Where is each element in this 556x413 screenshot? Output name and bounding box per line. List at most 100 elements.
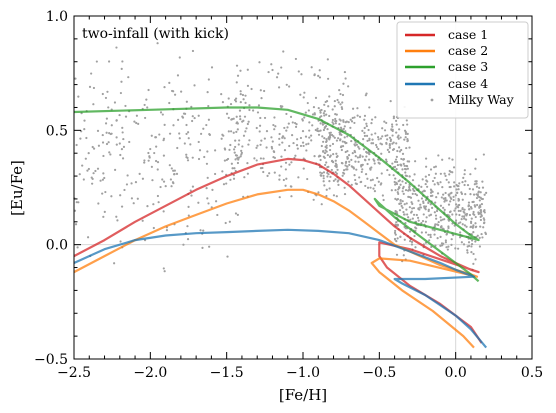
scatter-point: [246, 84, 250, 87]
scatter-point: [247, 143, 250, 146]
scatter-point: [428, 239, 431, 242]
scatter-point: [396, 197, 400, 201]
scatter-point: [358, 147, 361, 150]
scatter-point: [102, 215, 105, 218]
scatter-point: [340, 148, 343, 152]
scatter-point: [103, 176, 106, 180]
scatter-point: [246, 172, 249, 175]
scatter-point: [82, 178, 85, 181]
scatter-point: [483, 209, 486, 212]
scatter-point: [399, 183, 402, 186]
scatter-point: [341, 101, 344, 104]
scatter-point: [341, 145, 345, 148]
scatter-point: [168, 81, 171, 84]
scatter-point: [252, 109, 255, 112]
scatter-point: [355, 168, 358, 171]
scatter-point: [191, 119, 194, 123]
scatter-point: [437, 154, 440, 157]
scatter-point: [309, 134, 313, 137]
scatter-point: [467, 201, 471, 204]
scatter-point: [326, 58, 329, 61]
scatter-point: [133, 120, 136, 123]
scatter-point: [340, 161, 343, 165]
scatter-point: [394, 119, 398, 122]
scatter-point: [468, 187, 471, 191]
scatter-point: [293, 121, 297, 125]
scatter-point: [414, 246, 417, 249]
scatter-point: [244, 130, 247, 133]
scatter-point: [477, 190, 480, 193]
scatter-point: [347, 121, 350, 124]
scatter-point: [126, 174, 129, 177]
scatter-point: [144, 116, 147, 120]
scatter-point: [227, 116, 230, 119]
scatter-point: [443, 200, 446, 203]
scatter-point: [330, 168, 333, 172]
scatter-point: [341, 174, 344, 177]
scatter-point: [452, 195, 455, 198]
scatter-point: [197, 157, 201, 161]
scatter-point: [473, 204, 476, 207]
scatter-point: [395, 240, 398, 243]
scatter-point: [267, 70, 270, 74]
scatter-point: [156, 168, 159, 171]
scatter-point: [424, 220, 427, 223]
scatter-point: [319, 174, 322, 177]
scatter-point: [290, 195, 293, 198]
scatter-point: [342, 119, 345, 122]
scatter-point: [156, 194, 160, 198]
scatter-point: [377, 180, 380, 183]
scatter-point: [187, 137, 190, 140]
scatter-point: [221, 100, 225, 104]
scatter-point: [262, 170, 265, 174]
scatter-point: [337, 183, 340, 187]
legend-label-case-4: case 4: [448, 76, 488, 91]
scatter-point: [470, 220, 473, 223]
scatter-point: [235, 81, 238, 84]
scatter-point: [336, 168, 339, 171]
scatter-point: [92, 147, 96, 150]
scatter-point: [239, 69, 242, 72]
scatter-point: [190, 105, 193, 108]
scatter-point: [120, 205, 124, 208]
scatter-point: [163, 270, 166, 273]
scatter-point: [394, 189, 397, 192]
scatter-point: [374, 116, 377, 119]
series-line-case-2: [73, 188, 479, 349]
scatter-point: [474, 158, 478, 161]
scatter-point: [395, 155, 398, 158]
scatter-point: [305, 149, 308, 152]
scatter-point: [319, 129, 322, 132]
scatter-point: [297, 70, 300, 73]
scatter-point: [353, 149, 356, 153]
scatter-point: [373, 184, 377, 187]
scatter-point: [337, 179, 340, 182]
scatter-point: [393, 180, 396, 184]
scatter-point: [335, 165, 338, 168]
scatter-point: [325, 194, 328, 198]
scatter-point: [435, 217, 438, 220]
scatter-point: [455, 183, 458, 187]
scatter-point: [395, 168, 398, 171]
y-axis-title: [Eu/Fe]: [8, 160, 26, 216]
scatter-point: [123, 188, 126, 192]
scatter-point: [457, 204, 460, 207]
scatter-point: [479, 191, 482, 194]
scatter-point: [319, 158, 322, 162]
x-tick-label: 0.5: [521, 365, 543, 381]
scatter-point: [366, 177, 369, 180]
scatter-point: [334, 113, 337, 116]
scatter-point: [421, 190, 424, 193]
scatter-point: [395, 131, 398, 134]
scatter-point: [147, 88, 150, 92]
scatter-point: [186, 159, 190, 162]
scatter-point: [376, 158, 380, 161]
scatter-point: [401, 206, 404, 209]
scatter-point: [423, 189, 426, 193]
scatter-point: [399, 136, 402, 139]
scatter-point: [362, 148, 366, 151]
scatter-point: [191, 49, 195, 53]
scatter-point: [207, 202, 210, 205]
scatter-point: [407, 195, 410, 198]
scatter-point: [193, 84, 196, 87]
